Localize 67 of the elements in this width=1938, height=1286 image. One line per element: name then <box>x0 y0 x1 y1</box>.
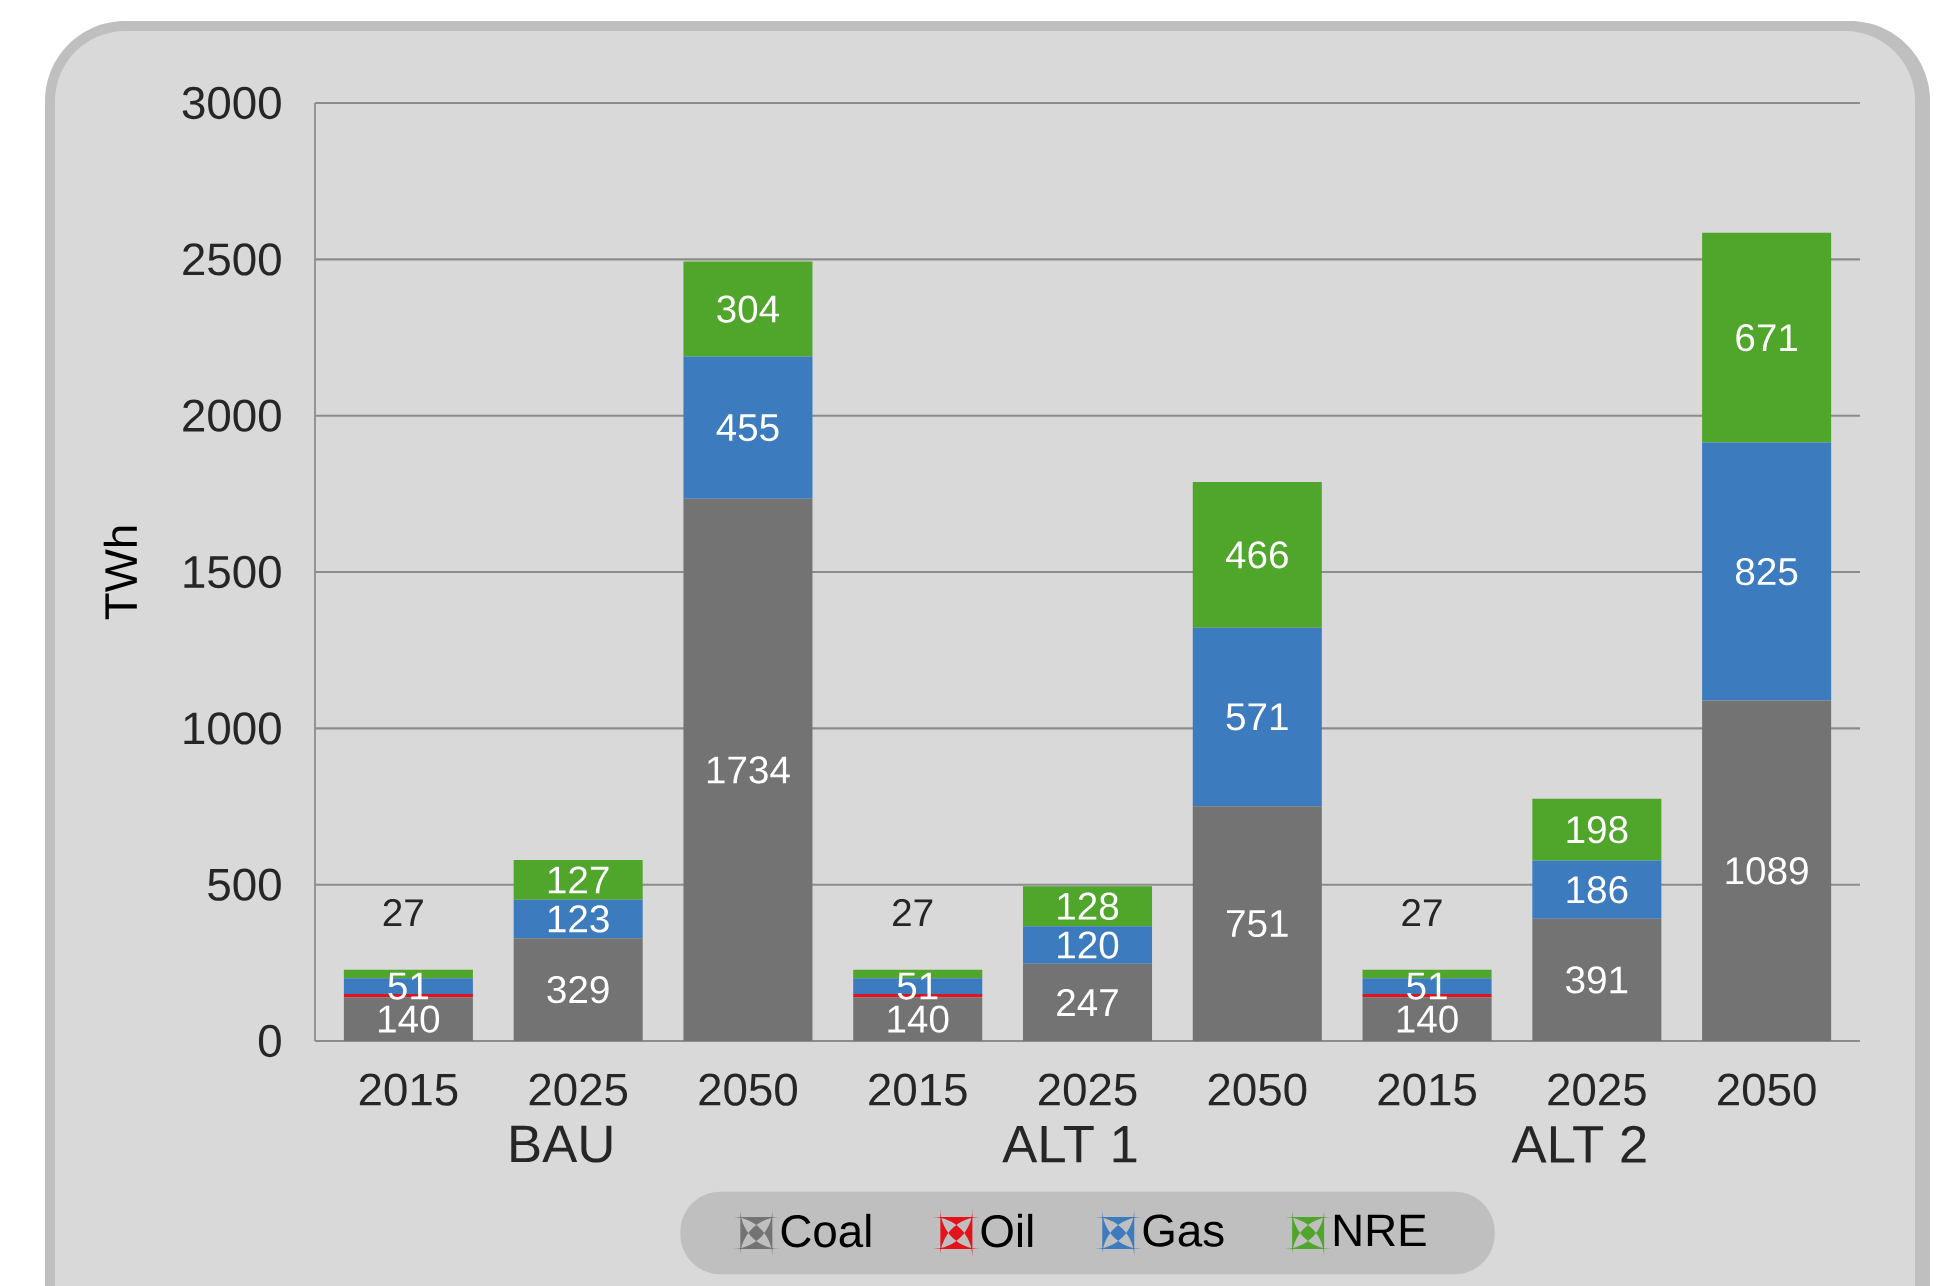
legend-label: Oil <box>981 1213 1033 1248</box>
bar <box>1022 963 1153 1042</box>
data-label: 51 <box>897 972 938 1000</box>
y-tick-label: 2000 <box>183 399 281 432</box>
y-axis-title: TWh <box>103 526 137 620</box>
bar <box>1702 232 1832 443</box>
bar <box>683 498 813 1042</box>
bar <box>1192 481 1322 628</box>
data-label: 51 <box>388 972 429 1000</box>
data-label: 123 <box>548 905 609 933</box>
data-label: 51 <box>1407 972 1447 1000</box>
data-label: 140 <box>1397 1005 1458 1033</box>
x-tick-label: 2025 <box>529 1073 628 1106</box>
x-tick-label: 2015 <box>1378 1073 1476 1106</box>
bar <box>513 859 643 900</box>
data-label: 186 <box>1567 876 1628 904</box>
data-label: 751 <box>1227 910 1288 938</box>
bar <box>1532 798 1662 861</box>
text: ALT 2 <box>1511 1125 1646 1163</box>
y-tick-label: 1500 <box>184 555 281 589</box>
bar <box>1532 860 1662 919</box>
data-label: 128 <box>1058 892 1119 920</box>
bar <box>1702 442 1832 701</box>
y-tick-label: 500 <box>208 868 281 901</box>
data-label: 391 <box>1566 966 1628 994</box>
x-tick-label: 2025 <box>1548 1073 1646 1106</box>
text: ALT 1 <box>1002 1126 1137 1163</box>
data-label: 120 <box>1058 931 1119 959</box>
x-tick-label: 2050 <box>699 1073 797 1106</box>
data-label: 198 <box>1567 816 1628 844</box>
bar <box>1532 918 1662 1042</box>
bar <box>683 261 813 357</box>
data-label: 329 <box>547 975 609 1004</box>
data-label: 140 <box>379 1005 440 1033</box>
bar <box>1702 700 1832 1042</box>
data-label: 825 <box>1736 557 1798 586</box>
data-label: 127 <box>548 866 609 894</box>
data-label: 1089 <box>1726 857 1808 885</box>
data-label: 1734 <box>707 756 790 784</box>
y-tick-label: 0 <box>258 1024 281 1058</box>
bar <box>683 356 813 499</box>
x-tick-label: 2050 <box>1718 1073 1816 1106</box>
data-label: 27 <box>383 899 423 927</box>
data-label: 27 <box>1402 899 1442 927</box>
x-tick-label: 2050 <box>1208 1073 1307 1106</box>
bar <box>513 938 643 1042</box>
x-tick-label: 2025 <box>1039 1073 1137 1106</box>
x-tick-label: 2015 <box>359 1073 458 1106</box>
y-tick-label: 2500 <box>183 243 281 276</box>
text: BAU <box>511 1125 612 1163</box>
bar <box>1022 926 1153 964</box>
y-tick-label: 3000 <box>182 86 281 120</box>
y-tick-label: 1000 <box>184 712 281 745</box>
legend-label: Gas <box>1143 1214 1224 1247</box>
data-label: 304 <box>717 295 780 323</box>
data-label: 140 <box>888 1005 949 1033</box>
legend-label: Coal <box>781 1213 871 1248</box>
data-label: 671 <box>1736 324 1797 352</box>
data-label: 571 <box>1226 703 1288 731</box>
bar <box>1192 806 1322 1042</box>
bar <box>1192 627 1322 807</box>
data-label: 247 <box>1057 988 1118 1016</box>
data-label: 455 <box>716 414 779 442</box>
x-tick-label: 2015 <box>869 1073 967 1106</box>
data-label: 466 <box>1225 541 1288 569</box>
legend-label: NRE <box>1334 1214 1426 1247</box>
data-label: 27 <box>893 899 933 927</box>
